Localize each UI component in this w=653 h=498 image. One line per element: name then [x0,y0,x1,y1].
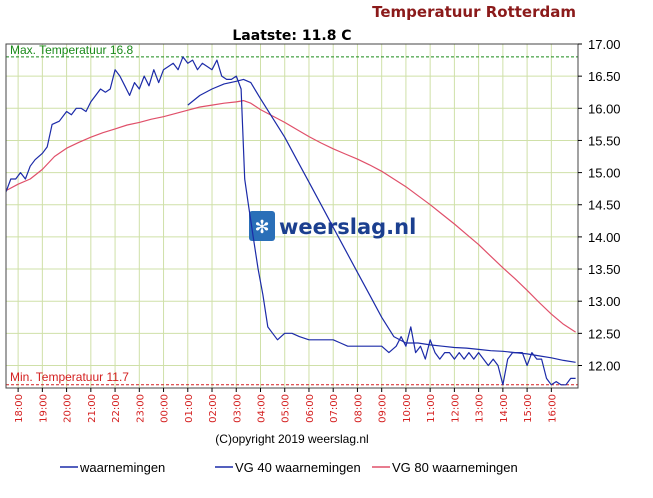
legend-label: VG 80 waarnemingen [392,460,518,475]
y-tick-label: 16.50 [588,69,621,84]
x-tick-label: 01:00 [184,394,195,423]
x-tick-label: 00:00 [160,394,171,423]
series-lines [5,56,576,386]
x-tick-label: 06:00 [305,394,316,423]
x-tick-label: 07:00 [329,394,340,423]
plot-background [6,44,578,388]
y-tick-label: 13.00 [588,294,621,309]
logo-icon [249,211,275,241]
x-tick-label: 04:00 [256,394,267,423]
reference-lines: Max. Temperatuur 16.8 Min. Temperatuur 11… [6,43,578,386]
x-tick-label: 05:00 [281,394,292,423]
y-axis-ticks: 17.00 16.50 16.00 15.50 15.00 14.50 14.00 13.50… [578,37,621,373]
x-tick-label: 11:00 [426,394,437,423]
copyright-text: (C)opyright 2019 weerslag.nl [215,432,368,446]
x-tick-label: 13:00 [475,394,486,423]
x-tick-label: 02:00 [208,394,219,423]
x-tick-label: 15:00 [523,394,534,423]
x-tick-label: 22:00 [111,394,122,423]
x-tick-label: 08:00 [353,394,364,423]
chart-subtitle: Laatste: 11.8 C [232,28,351,44]
plot-border [5,43,579,389]
watermark-logo: ✻ weerslag.nl [249,211,416,241]
x-tick-label: 14:00 [499,394,510,423]
series-line-1 [187,78,576,363]
x-axis-ticks: 18:00 19:00 20:00 21:00 22:00 23:00 00:00 01:00… [14,388,558,423]
reference-line-label: Min. Temperatuur 11.7 [10,370,129,384]
plot-frame [5,43,579,389]
x-tick-label: 03:00 [232,394,243,423]
reference-line-label: Max. Temperatuur 16.8 [10,43,134,57]
x-tick-label: 20:00 [63,394,74,423]
y-tick-label: 12.00 [588,358,621,373]
y-tick-label: 16.00 [588,101,621,116]
legend: waarnemingen VG 40 waarnemingen VG 80 waar… [60,460,518,475]
x-tick-label: 18:00 [14,394,25,423]
legend-label: waarnemingen [79,460,165,475]
watermark-text: weerslag.nl [279,215,416,239]
chart-title: Temperatuur Rotterdam [372,3,576,21]
y-tick-label: 15.00 [588,166,621,181]
x-tick-label: 19:00 [38,394,49,423]
x-tick-label: 12:00 [450,394,461,423]
x-tick-label: 23:00 [135,394,146,423]
x-tick-label: 21:00 [87,394,98,423]
y-tick-label: 14.00 [588,230,621,245]
x-tick-label: 10:00 [402,394,413,423]
y-tick-label: 14.50 [588,198,621,213]
series-line-0 [5,56,576,386]
x-tick-label: 09:00 [378,394,389,423]
series-line-2 [5,100,576,333]
y-tick-label: 15.50 [588,133,621,148]
logo-sun-glyph: ✻ [254,217,269,238]
y-tick-label: 12.50 [588,326,621,341]
y-tick-label: 17.00 [588,37,621,52]
legend-label: VG 40 waarnemingen [235,460,361,475]
x-tick-label: 16:00 [547,394,558,423]
grid [6,43,578,388]
y-tick-label: 13.50 [588,262,621,277]
